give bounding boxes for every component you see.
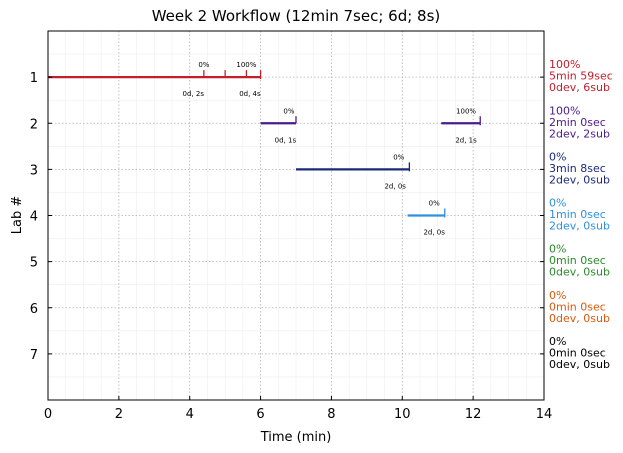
x-tick-label: 10 [394,407,411,422]
x-tick-label: 0 [44,407,52,422]
y-tick-label: 5 [30,256,38,271]
y-tick-label: 7 [30,348,38,363]
lab-1-annotation: 0d, 4s [239,90,261,98]
lab-7-summary: 0% [549,335,566,348]
lab-1-summary: 5min 59sec [549,70,613,83]
chart-marks: 0% 100% 0d, 2s 0d, 4s 0% 0d, 1s 100% 2d, 1s 0% 2d… [48,61,481,237]
x-tick-label: 14 [536,407,553,422]
x-axis: 0 2 4 6 8 10 12 14 [44,396,552,422]
lab-1-summary: 100% [549,58,580,71]
lab-5-summary: 0min 0sec [549,254,606,267]
lab-2-summary: 100% [549,104,580,117]
y-tick-label: 6 [30,302,38,317]
lab-4-summary: 2dev, 0sub [549,220,610,233]
x-tick-label: 2 [115,407,123,422]
lab-4-annotation: 2d, 0s [423,229,445,237]
x-tick-label: 4 [186,407,194,422]
y-tick-label: 2 [30,117,38,132]
y-axis-title: Lab # [10,196,25,235]
lab-2-summary: 2dev, 2sub [549,127,610,140]
x-axis-title: Time (min) [260,430,332,445]
lab-3-annotation: 0% [393,153,404,161]
lab-2-annotation: 0% [283,107,294,115]
lab-2-summary: 2min 0sec [549,116,606,129]
lab-3-summary: 0% [549,150,566,163]
lab-2-annotation: 2d, 1s [455,136,477,144]
lab-1-annotation: 0d, 2s [183,90,205,98]
lab-5-summary: 0% [549,243,566,256]
lab-1-summary: 0dev, 6sub [549,81,610,94]
x-tick-label: 6 [256,407,264,422]
chart-title: Week 2 Workflow (12min 7sec; 6d; 8s) [152,7,441,25]
lab-7-summary: 0min 0sec [549,346,606,359]
lab-2-annotation: 100% [456,107,476,115]
lab-3-summary: 3min 8sec [549,162,606,175]
x-tick-label: 8 [327,407,335,422]
lab-6-summary: 0min 0sec [549,300,606,313]
lab-6-summary: 0dev, 0sub [549,312,610,325]
grid [48,31,544,400]
lab-7-summary: 0dev, 0sub [549,358,610,371]
lab-6-summary: 0% [549,289,566,302]
lab-5-summary: 0dev, 0sub [549,266,610,279]
lab-3-summary: 2dev, 0sub [549,173,610,186]
lab-4-annotation: 0% [429,200,440,208]
lab-1-annotation: 100% [236,61,256,69]
lab-4-summary: 0% [549,197,566,210]
y-tick-label: 3 [30,163,38,178]
y-axis: 1 2 3 4 5 6 7 [30,71,544,363]
lab-1-annotation: 0% [198,61,209,69]
x-tick-label: 12 [465,407,482,422]
y-tick-label: 1 [30,71,38,86]
y-tick-label: 4 [30,210,38,225]
lab-4-summary: 1min 0sec [549,208,606,221]
lab-2-annotation: 0d, 1s [275,136,297,144]
lab-3-annotation: 2d, 0s [384,182,406,190]
